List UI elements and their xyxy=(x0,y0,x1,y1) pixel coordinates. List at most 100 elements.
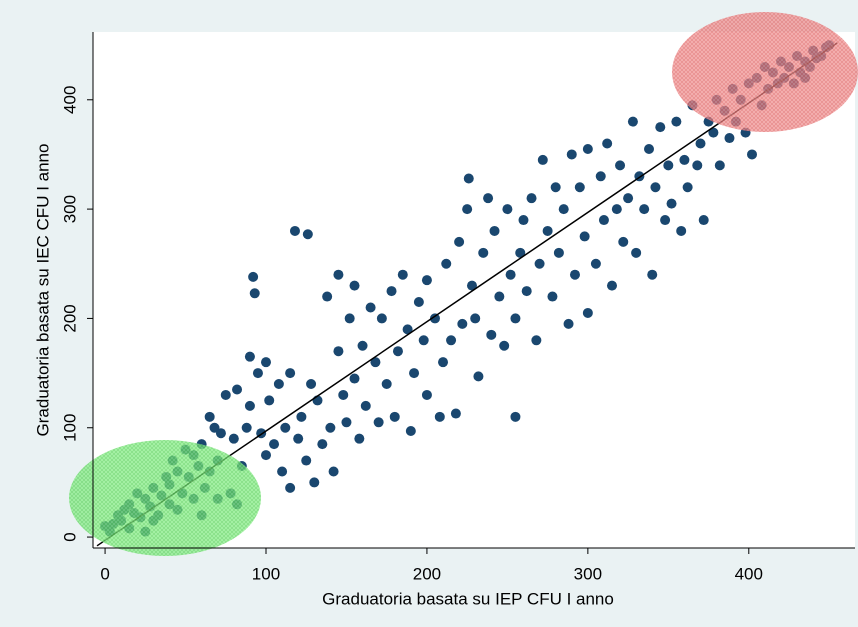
point xyxy=(505,269,516,280)
point xyxy=(623,193,634,204)
point xyxy=(204,411,215,422)
point xyxy=(421,275,432,286)
point xyxy=(627,116,638,127)
point xyxy=(317,439,328,450)
point xyxy=(402,324,413,335)
point xyxy=(590,258,601,269)
point xyxy=(418,335,429,346)
point xyxy=(409,368,420,379)
point xyxy=(269,439,280,450)
x-axis-title: Graduatoria basata su IEP CFU I anno xyxy=(322,589,614,608)
point xyxy=(413,297,424,308)
x-tick-label: 200 xyxy=(413,564,441,583)
point xyxy=(241,422,252,433)
point xyxy=(344,313,355,324)
point xyxy=(296,411,307,422)
point xyxy=(280,422,291,433)
point xyxy=(521,286,532,297)
point xyxy=(244,351,255,362)
point xyxy=(405,426,416,437)
x-tick-label: 300 xyxy=(574,564,602,583)
point xyxy=(463,173,474,184)
point xyxy=(660,215,671,226)
point xyxy=(483,193,494,204)
point xyxy=(450,408,461,419)
point xyxy=(486,329,497,340)
point xyxy=(692,160,703,171)
x-tick-label: 400 xyxy=(735,564,763,583)
point xyxy=(260,357,271,368)
point xyxy=(248,271,259,282)
point xyxy=(663,160,674,171)
point xyxy=(365,302,376,313)
point xyxy=(232,384,243,395)
point xyxy=(582,143,593,154)
point xyxy=(708,127,719,138)
point xyxy=(615,160,626,171)
point xyxy=(671,116,682,127)
y-tick-label: 400 xyxy=(60,86,79,114)
ticks: 0 100 200 300 400 0 100 200 300 400 xyxy=(60,86,762,584)
point xyxy=(650,182,661,193)
point xyxy=(392,346,403,357)
y-axis-title: Graduatoria basata su IEC CFU I anno xyxy=(33,144,52,437)
point xyxy=(515,247,526,258)
point xyxy=(679,154,690,165)
point xyxy=(333,346,344,357)
point xyxy=(285,482,296,493)
point xyxy=(260,450,271,461)
y-tick-label: 100 xyxy=(60,414,79,442)
point xyxy=(370,357,381,368)
point xyxy=(264,395,275,406)
x-tick-label: 0 xyxy=(100,564,109,583)
point xyxy=(466,280,477,291)
point xyxy=(285,368,296,379)
point xyxy=(499,340,510,351)
point xyxy=(542,225,553,236)
point xyxy=(273,379,284,390)
point xyxy=(293,433,304,444)
point xyxy=(228,433,239,444)
point xyxy=(526,193,537,204)
point xyxy=(389,411,400,422)
point xyxy=(429,313,440,324)
point xyxy=(537,154,548,165)
y-tick-label: 200 xyxy=(60,304,79,332)
point xyxy=(502,204,513,215)
point xyxy=(244,400,255,411)
point xyxy=(249,288,260,299)
point xyxy=(360,400,371,411)
point xyxy=(215,428,226,439)
point xyxy=(373,417,384,428)
point xyxy=(510,313,521,324)
point xyxy=(510,411,521,422)
point xyxy=(489,225,500,236)
point xyxy=(531,335,542,346)
point xyxy=(322,291,333,302)
point xyxy=(714,160,725,171)
point xyxy=(644,143,655,154)
point xyxy=(611,204,622,215)
point xyxy=(478,247,489,258)
point xyxy=(386,286,397,297)
point xyxy=(338,389,349,400)
point xyxy=(574,182,585,193)
point xyxy=(341,417,352,428)
highlight-high xyxy=(672,12,858,132)
point xyxy=(220,389,231,400)
point xyxy=(457,318,468,329)
point xyxy=(349,280,360,291)
point xyxy=(494,291,505,302)
point xyxy=(518,215,529,226)
point xyxy=(655,122,666,133)
point xyxy=(381,379,392,390)
point xyxy=(302,229,313,240)
point xyxy=(647,269,658,280)
point xyxy=(289,225,300,236)
point xyxy=(606,280,617,291)
point xyxy=(357,340,368,351)
point xyxy=(595,171,606,182)
point xyxy=(325,422,336,433)
point xyxy=(301,455,312,466)
point xyxy=(434,411,445,422)
